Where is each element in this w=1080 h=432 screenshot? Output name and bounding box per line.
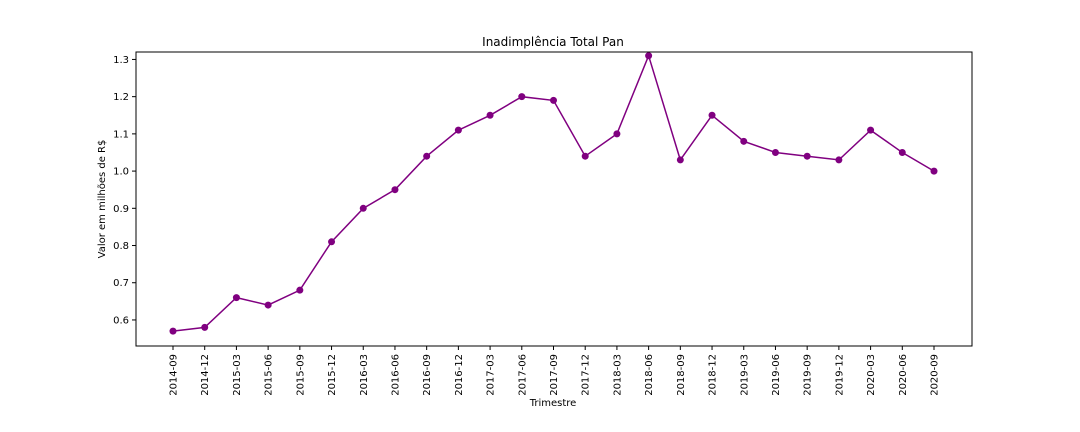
- x-tick-label: 2019-09: [803, 354, 814, 396]
- y-tick-label: 1.3: [113, 55, 129, 66]
- x-tick-label: 2018-06: [644, 354, 655, 396]
- y-tick-label: 1.1: [113, 129, 129, 140]
- y-tick-label: 1.0: [113, 167, 129, 178]
- y-tick-label: 0.7: [113, 278, 129, 289]
- plot-area: 0.6 0.7 0.8 0.9 1.0 1.1 1.2 1.3 2014-09 2014-12 20…: [113, 52, 941, 396]
- data-point: [359, 204, 367, 212]
- data-point: [296, 286, 304, 294]
- data-point: [232, 294, 240, 302]
- data-point: [486, 111, 494, 119]
- x-tick-label: 2014-12: [200, 354, 211, 396]
- data-point: [328, 238, 336, 246]
- x-tick-label: 2015-06: [264, 354, 275, 396]
- x-tick-label: 2018-12: [708, 354, 719, 396]
- data-point: [454, 126, 462, 134]
- x-tick-label: 2018-03: [612, 354, 623, 396]
- x-tick-label: 2015-12: [327, 354, 338, 396]
- data-point: [264, 301, 272, 309]
- y-tick-label: 1.2: [113, 92, 129, 103]
- data-point: [803, 152, 811, 160]
- x-tick-label: 2016-12: [454, 354, 465, 396]
- plot-frame: [135, 51, 973, 347]
- y-tick-label: 0.6: [113, 315, 129, 326]
- data-point: [201, 323, 209, 331]
- x-tick-label: 2016-03: [359, 354, 370, 396]
- data-point: [930, 167, 938, 175]
- x-tick-label: 2017-12: [581, 354, 592, 396]
- y-tick-label: 0.8: [113, 241, 129, 252]
- x-tick-label: 2017-06: [517, 354, 528, 396]
- data-point: [835, 156, 843, 164]
- x-tick-label: 2018-09: [676, 354, 687, 396]
- x-tick-label: 2015-03: [232, 354, 243, 396]
- x-tick-label: 2020-06: [898, 354, 909, 396]
- data-point: [645, 52, 653, 60]
- data-point: [898, 148, 906, 156]
- data-point: [391, 186, 399, 194]
- x-tick-label: 2017-03: [486, 354, 497, 396]
- data-point: [676, 156, 684, 164]
- data-point: [613, 130, 621, 138]
- x-tick-label: 2019-03: [739, 354, 750, 396]
- data-point: [771, 148, 779, 156]
- data-point: [867, 126, 875, 134]
- data-point: [518, 93, 526, 101]
- x-tick-label: 2019-06: [771, 354, 782, 396]
- y-tick-label: 0.9: [113, 204, 129, 215]
- x-tick-label: 2016-06: [390, 354, 401, 396]
- data-point: [581, 152, 589, 160]
- y-axis-label: Valor em milhões de R$: [97, 140, 108, 259]
- data-point: [423, 152, 431, 160]
- x-tick-label: 2019-12: [834, 354, 845, 396]
- x-tick-label: 2014-09: [169, 354, 180, 396]
- x-tick-label: 2020-09: [930, 354, 941, 396]
- data-point: [740, 137, 748, 145]
- data-point: [708, 111, 716, 119]
- x-tick-label: 2017-09: [549, 354, 560, 396]
- x-tick-label: 2020-03: [866, 354, 877, 396]
- x-axis-label: Trimestre: [529, 398, 577, 409]
- x-tick-label: 2015-09: [295, 354, 306, 396]
- data-point: [550, 96, 557, 104]
- chart-title: Inadimplência Total Pan: [482, 35, 624, 49]
- x-tick-label: 2016-09: [422, 354, 433, 396]
- data-point: [169, 327, 177, 335]
